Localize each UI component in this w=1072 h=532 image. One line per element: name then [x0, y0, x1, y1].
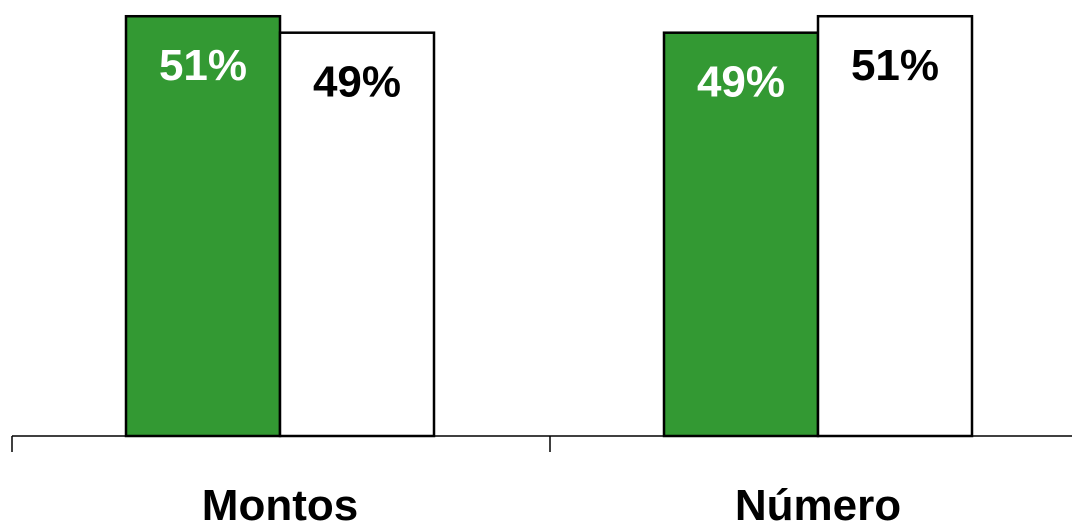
data-label: 49%: [697, 58, 785, 107]
bar-nmero-series-1: [662, 31, 820, 438]
x-tick-label: Número: [735, 481, 901, 527]
data-label: 51%: [851, 41, 939, 90]
bar-montos-series-1: [124, 14, 282, 438]
x-axis: [11, 435, 1072, 452]
x-tick-labels: Montos Número: [202, 481, 901, 530]
bar-montos-series-2: [278, 31, 436, 438]
data-label: 49%: [313, 58, 401, 107]
x-tick-label: Montos: [202, 481, 358, 527]
bars-layer: [124, 14, 974, 438]
data-labels-layer: 51% 49% 49% 51%: [159, 41, 939, 106]
data-label: 51%: [159, 41, 247, 90]
bar-nmero-series-2: [816, 14, 974, 438]
